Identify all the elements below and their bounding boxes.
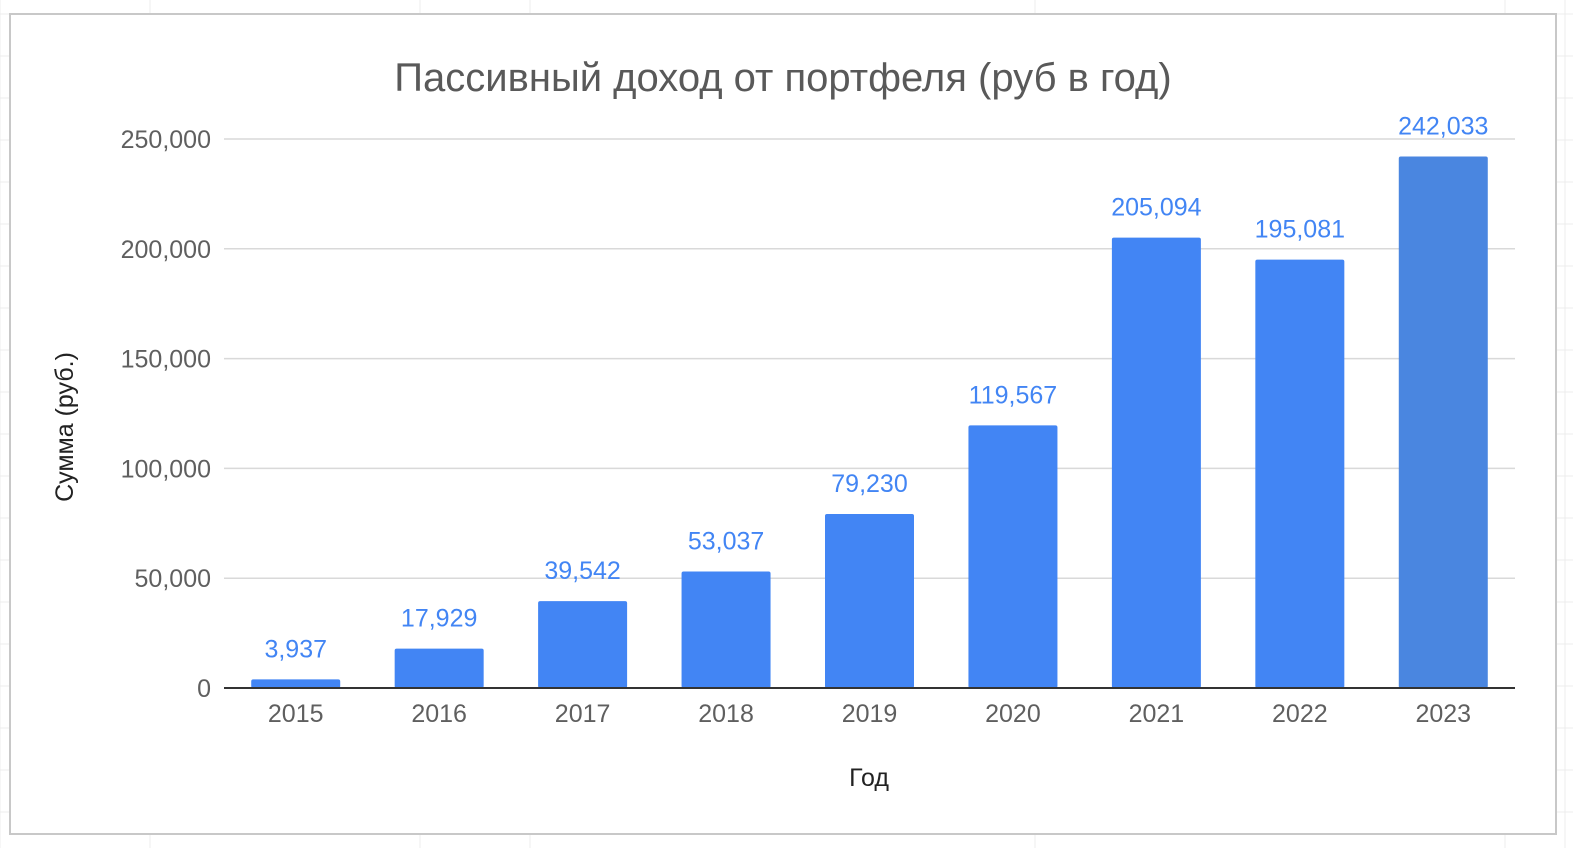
x-tick-label-2021: 2021 bbox=[1129, 700, 1185, 728]
x-tick-label-2019: 2019 bbox=[842, 700, 898, 728]
chart-title: Пассивный доход от портфеля (руб в год) bbox=[394, 56, 1171, 100]
data-labels: 3,937 17,929 39,542 53,037 79,230 119,567 205,… bbox=[264, 112, 1488, 663]
x-tick-label-2016: 2016 bbox=[411, 700, 467, 728]
bar-2015 bbox=[251, 679, 341, 688]
y-tick-label: 200,000 bbox=[121, 236, 211, 264]
y-axis-title: Сумма (руб.) bbox=[51, 352, 79, 502]
data-label-2020: 119,567 bbox=[969, 381, 1058, 409]
x-axis-title: Год bbox=[849, 764, 889, 792]
data-label-2016: 17,929 bbox=[401, 605, 477, 633]
data-label-2022: 195,081 bbox=[1255, 216, 1345, 244]
data-label-2023: 242,033 bbox=[1398, 112, 1488, 140]
x-tick-label-2017: 2017 bbox=[555, 700, 611, 728]
x-tick-label-2020: 2020 bbox=[985, 700, 1041, 728]
y-tick-label: 0 bbox=[197, 675, 211, 703]
bar-2022 bbox=[1255, 259, 1345, 688]
bar-2021 bbox=[1111, 237, 1201, 688]
y-tick-label: 50,000 bbox=[135, 565, 211, 593]
bars bbox=[251, 156, 1488, 688]
y-tick-label: 100,000 bbox=[121, 455, 211, 483]
y-axis-ticks: 0 50,000 100,000 150,000 200,000 250,000 bbox=[121, 126, 211, 703]
x-tick-label-2015: 2015 bbox=[268, 700, 324, 728]
data-label-2021: 205,094 bbox=[1111, 194, 1201, 222]
data-label-2018: 53,037 bbox=[688, 528, 764, 556]
y-tick-label: 250,000 bbox=[121, 126, 211, 154]
bar-2016 bbox=[394, 648, 484, 688]
x-tick-label-2018: 2018 bbox=[698, 700, 754, 728]
x-tick-label-2023: 2023 bbox=[1415, 700, 1471, 728]
data-label-2015: 3,937 bbox=[264, 635, 327, 663]
bar-2018 bbox=[681, 571, 771, 688]
bar-2017 bbox=[538, 601, 628, 688]
bar-2019 bbox=[825, 514, 914, 688]
x-axis-ticks: 2015 2016 2017 2018 2019 2020 2021 2022 2023 bbox=[268, 700, 1471, 728]
bar-2020 bbox=[968, 425, 1058, 688]
data-label-2017: 39,542 bbox=[544, 557, 620, 585]
x-tick-label-2022: 2022 bbox=[1272, 700, 1328, 728]
y-tick-label: 150,000 bbox=[121, 346, 211, 374]
data-label-2019: 79,230 bbox=[831, 470, 907, 498]
bar-2023 bbox=[1398, 156, 1488, 688]
